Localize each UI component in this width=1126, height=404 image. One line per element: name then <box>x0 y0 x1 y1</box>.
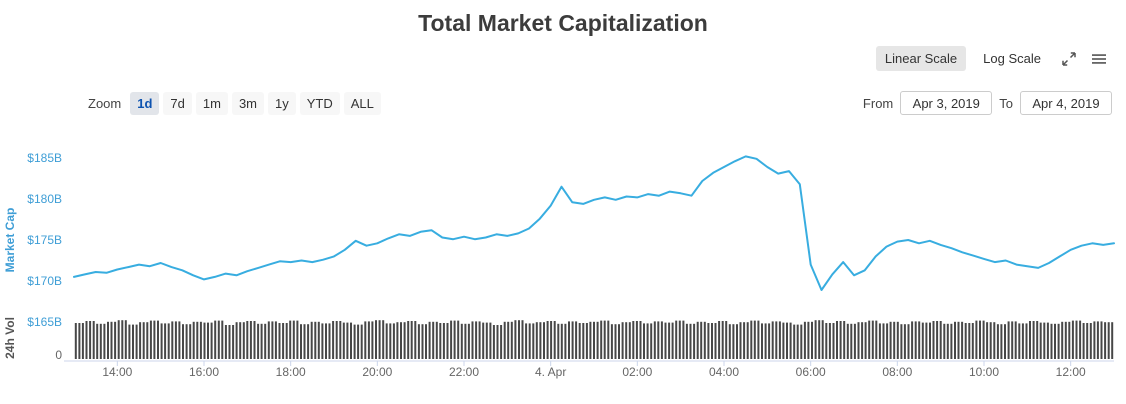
zoom-buttons: 1d 7d 1m 3m 1y YTD ALL <box>130 91 381 115</box>
x-tick-label: 20:00 <box>362 365 392 379</box>
linear-scale-button[interactable]: Linear Scale <box>875 46 967 71</box>
zoom-button-1d[interactable]: 1d <box>130 91 160 115</box>
y-tick-label: $175B <box>27 233 62 247</box>
zoom-button-7d[interactable]: 7d <box>163 91 192 115</box>
zoom-button-1m[interactable]: 1m <box>195 91 228 115</box>
y-tick-label: $185B <box>27 151 62 165</box>
volume-axis-title: 24h Vol <box>3 317 17 359</box>
date-range-group: From To <box>863 91 1112 115</box>
to-label: To <box>999 95 1013 111</box>
page-title: Total Market Capitalization <box>418 10 708 36</box>
volume-bars <box>74 320 1114 359</box>
x-tick-label: 08:00 <box>882 365 912 379</box>
market-cap-line <box>73 155 1115 291</box>
x-tick-label: 4. Apr <box>535 365 566 379</box>
x-tick-label: 12:00 <box>1056 365 1086 379</box>
zoom-button-3m[interactable]: 3m <box>231 91 264 115</box>
from-date-input[interactable] <box>900 91 993 115</box>
zoom-button-ytd[interactable]: YTD <box>299 91 340 115</box>
zoom-group: Zoom 1d 7d 1m 3m 1y YTD ALL <box>88 91 381 115</box>
x-tick-label: 06:00 <box>796 365 826 379</box>
x-tick-label: 16:00 <box>189 365 219 379</box>
y-tick-label: $165B <box>27 315 62 329</box>
x-tick-label: 14:00 <box>102 365 132 379</box>
zoom-button-1y[interactable]: 1y <box>268 91 296 115</box>
scale-controls: Linear Scale Log Scale <box>875 46 1110 71</box>
y-tick-label: $180B <box>27 192 62 206</box>
x-axis: 14:00 16:00 18:00 20:00 22:00 4. Apr 02:00 04:0… <box>64 360 1114 379</box>
x-tick-label: 10:00 <box>969 365 999 379</box>
y-axis: $165B $170B $175B $180B $185B <box>27 151 62 329</box>
from-label: From <box>862 95 894 111</box>
zoom-label: Zoom <box>88 95 122 111</box>
x-tick-label: 02:00 <box>622 365 652 379</box>
zoom-button-all[interactable]: ALL <box>343 91 381 115</box>
x-tick-label: 22:00 <box>449 365 479 379</box>
y-axis-title: Market Cap <box>3 208 17 273</box>
x-tick-label: 04:00 <box>709 365 739 379</box>
y-tick-label: $170B <box>27 274 62 288</box>
log-scale-button[interactable]: Log Scale <box>983 51 1041 66</box>
to-date-input[interactable] <box>1020 91 1112 115</box>
menu-icon[interactable] <box>1088 48 1110 70</box>
fullscreen-icon[interactable] <box>1058 48 1080 70</box>
volume-zero-label: 0 <box>55 348 62 362</box>
x-tick-label: 18:00 <box>276 365 306 379</box>
